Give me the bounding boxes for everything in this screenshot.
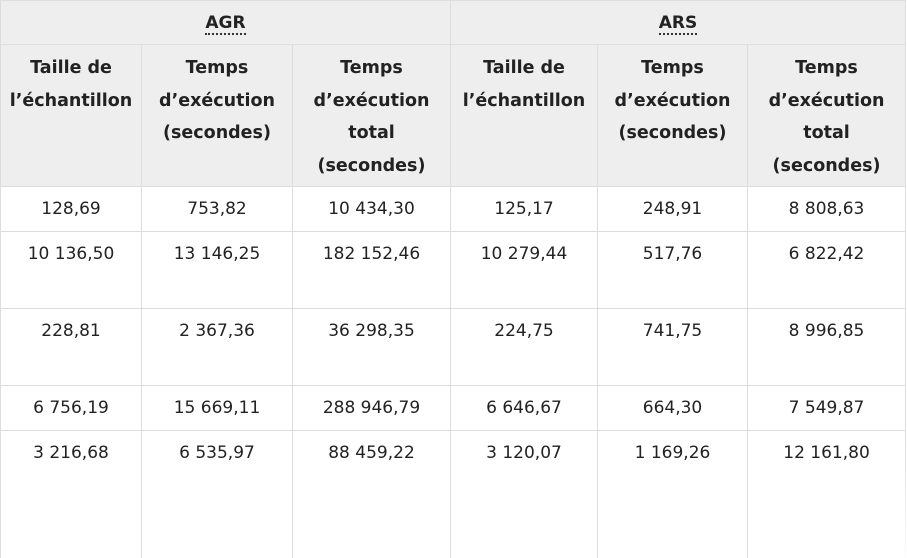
- group-header-agr: AGR: [0, 0, 451, 45]
- header-line: total: [803, 123, 850, 143]
- column-header-row: Taille de l’échantillon Temps d’exécutio…: [0, 44, 907, 187]
- header-line: l’échantillon: [462, 90, 586, 111]
- header-line: Temps: [641, 58, 704, 78]
- table-cell: 8 996,85: [746, 308, 907, 386]
- header-line: d’exécution: [313, 90, 430, 111]
- header-line: total: [348, 123, 395, 143]
- col-header-ars-exec-time: Temps d’exécution (secondes): [597, 44, 748, 187]
- table-cell: 125,17: [450, 186, 598, 232]
- header-line: (secondes): [618, 123, 727, 143]
- table-cell: 6 646,67: [450, 385, 598, 431]
- col-header-agr-total-time: Temps d’exécution total (secondes): [292, 44, 451, 187]
- table-cell: 182 152,46: [292, 231, 451, 309]
- abbr-ars: ARS: [658, 12, 698, 35]
- table-cell: 10 279,44: [450, 231, 598, 309]
- table-cell: 10 136,50: [0, 231, 142, 309]
- col-header-ars-sample-size: Taille de l’échantillon: [450, 44, 598, 187]
- table-cell: 10 434,30: [292, 186, 451, 232]
- table-row: 3 216,68 6 535,97 88 459,22 3 120,07 1 1…: [0, 430, 907, 558]
- table-cell: 288 946,79: [292, 385, 451, 431]
- header-line: d’exécution: [768, 90, 885, 111]
- group-header-ars: ARS: [449, 0, 907, 45]
- table-cell: 13 146,25: [141, 231, 293, 309]
- table-cell: 753,82: [141, 186, 293, 232]
- table-cell: 664,30: [597, 385, 748, 431]
- table-cell: 6 756,19: [0, 385, 142, 431]
- table-cell: 248,91: [597, 186, 748, 232]
- table-cell: 88 459,22: [292, 430, 451, 558]
- table-cell: 228,81: [0, 308, 142, 386]
- header-line: (secondes): [163, 123, 271, 143]
- header-line: l’échantillon: [9, 90, 133, 111]
- header-line: d’exécution: [159, 90, 275, 111]
- table-cell: 224,75: [450, 308, 598, 386]
- table-row: 10 136,50 13 146,25 182 152,46 10 279,44…: [0, 231, 907, 309]
- header-line: Taille de: [483, 58, 565, 78]
- table-cell: 12 161,80: [746, 430, 907, 558]
- table-cell: 8 808,63: [746, 186, 907, 232]
- header-line: (secondes): [317, 155, 426, 176]
- group-header-row: AGR ARS: [0, 0, 907, 45]
- table-cell: 517,76: [597, 231, 748, 309]
- table-row: 128,69 753,82 10 434,30 125,17 248,91 8 …: [0, 186, 907, 232]
- table-cell: 3 120,07: [450, 430, 598, 558]
- table-cell: 6 535,97: [141, 430, 293, 558]
- col-header-agr-exec-time: Temps d’exécution (secondes): [141, 44, 293, 187]
- header-line: Temps: [795, 58, 858, 78]
- table-row: 228,81 2 367,36 36 298,35 224,75 741,75 …: [0, 308, 907, 386]
- abbr-agr: AGR: [205, 12, 246, 35]
- table-cell: 15 669,11: [141, 385, 293, 431]
- col-header-agr-sample-size: Taille de l’échantillon: [0, 44, 142, 187]
- table-cell: 6 822,42: [746, 231, 907, 309]
- header-line: (secondes): [772, 155, 881, 176]
- header-line: Temps: [340, 58, 403, 78]
- table-cell: 7 549,87: [746, 385, 907, 431]
- table-cell: 2 367,36: [141, 308, 293, 386]
- header-line: Temps: [185, 58, 249, 78]
- col-header-ars-total-time: Temps d’exécution total (secondes): [746, 44, 907, 187]
- table-cell: 36 298,35: [292, 308, 451, 386]
- table-cell: 128,69: [0, 186, 142, 232]
- table-cell: 3 216,68: [0, 430, 142, 558]
- table-row: 6 756,19 15 669,11 288 946,79 6 646,67 6…: [0, 385, 907, 431]
- header-line: Taille de: [30, 58, 112, 78]
- table-cell: 741,75: [597, 308, 748, 386]
- table-cell: 1 169,26: [597, 430, 748, 558]
- header-line: d’exécution: [614, 90, 731, 111]
